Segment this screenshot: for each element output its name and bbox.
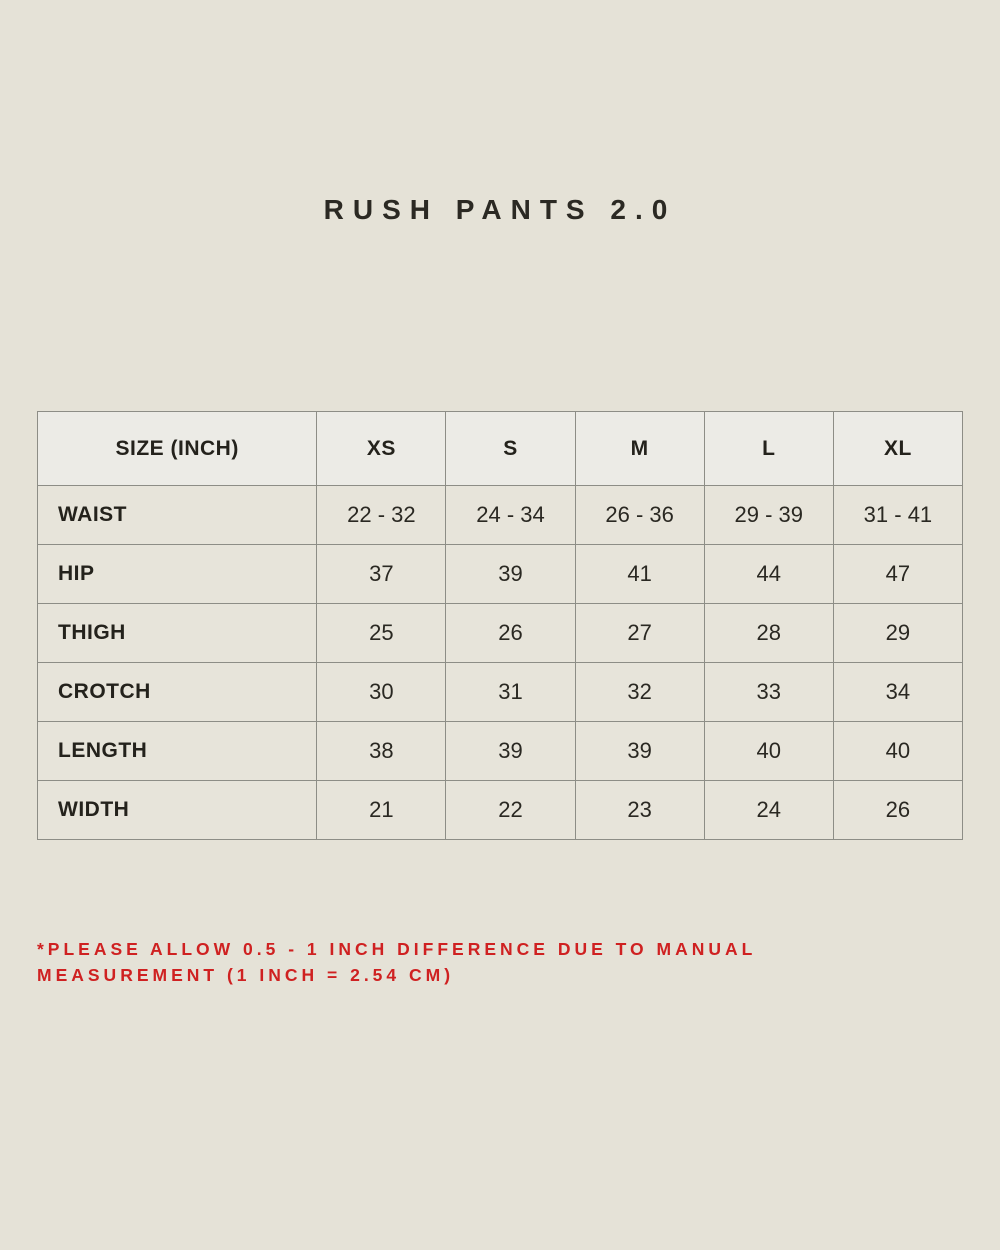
cell-value: 26 - 36 [574,485,705,545]
header-s: S [445,411,576,486]
cell-value: 24 [703,780,834,840]
cell-value: 21 [316,780,447,840]
page-title: RUSH PANTS 2.0 [323,194,677,225]
cell-value: 30 [316,662,447,722]
measurement-disclaimer: *PLEASE ALLOW 0.5 - 1 INCH DIFFERENCE DU… [37,936,937,988]
cell-value: 39 [445,721,576,781]
cell-value: 32 [574,662,705,722]
cell-value: 38 [316,721,447,781]
header-m: M [574,411,705,486]
cell-value: 39 [574,721,705,781]
cell-value: 26 [832,780,964,840]
row-label-thigh: THIGH [36,603,318,663]
cell-value: 24 - 34 [445,485,576,545]
cell-value: 40 [703,721,834,781]
cell-value: 41 [574,544,705,604]
measurement-disclaimer-line2: MEASUREMENT (1 INCH = 2.54 CM) [37,965,455,985]
cell-value: 39 [445,544,576,604]
header-size-inch: SIZE (INCH) [36,411,318,486]
cell-value: 22 - 32 [316,485,447,545]
cell-value: 27 [574,603,705,663]
table-row-crotch: CROTCH 30 31 32 33 34 [36,662,964,722]
cell-value: 29 - 39 [703,485,834,545]
header-l: L [703,411,834,486]
table-row-thigh: THIGH 25 26 27 28 29 [36,603,964,663]
row-label-width: WIDTH [36,780,318,840]
cell-value: 26 [445,603,576,663]
table-row-length: LENGTH 38 39 39 40 40 [36,721,964,781]
header-xl: XL [832,411,964,486]
cell-value: 29 [832,603,964,663]
cell-value: 47 [832,544,964,604]
cell-value: 40 [832,721,964,781]
size-chart-table: SIZE (INCH) XS S M L XL WAIST 22 - 32 24… [36,411,964,840]
cell-value: 37 [316,544,447,604]
table-row-hip: HIP 37 39 41 44 47 [36,544,964,604]
cell-value: 22 [445,780,576,840]
row-label-hip: HIP [36,544,318,604]
cell-value: 44 [703,544,834,604]
cell-value: 25 [316,603,447,663]
cell-value: 31 [445,662,576,722]
table-row-waist: WAIST 22 - 32 24 - 34 26 - 36 29 - 39 31… [36,485,964,545]
measurement-disclaimer-line1: *PLEASE ALLOW 0.5 - 1 INCH DIFFERENCE DU… [37,939,757,959]
table-row-width: WIDTH 21 22 23 24 26 [36,780,964,840]
cell-value: 28 [703,603,834,663]
row-label-waist: WAIST [36,485,318,545]
row-label-crotch: CROTCH [36,662,318,722]
header-row: SIZE (INCH) XS S M L XL [36,411,964,486]
cell-value: 34 [832,662,964,722]
cell-value: 33 [703,662,834,722]
row-label-length: LENGTH [36,721,318,781]
cell-value: 23 [574,780,705,840]
cell-value: 31 - 41 [832,485,964,545]
header-xs: XS [316,411,447,486]
